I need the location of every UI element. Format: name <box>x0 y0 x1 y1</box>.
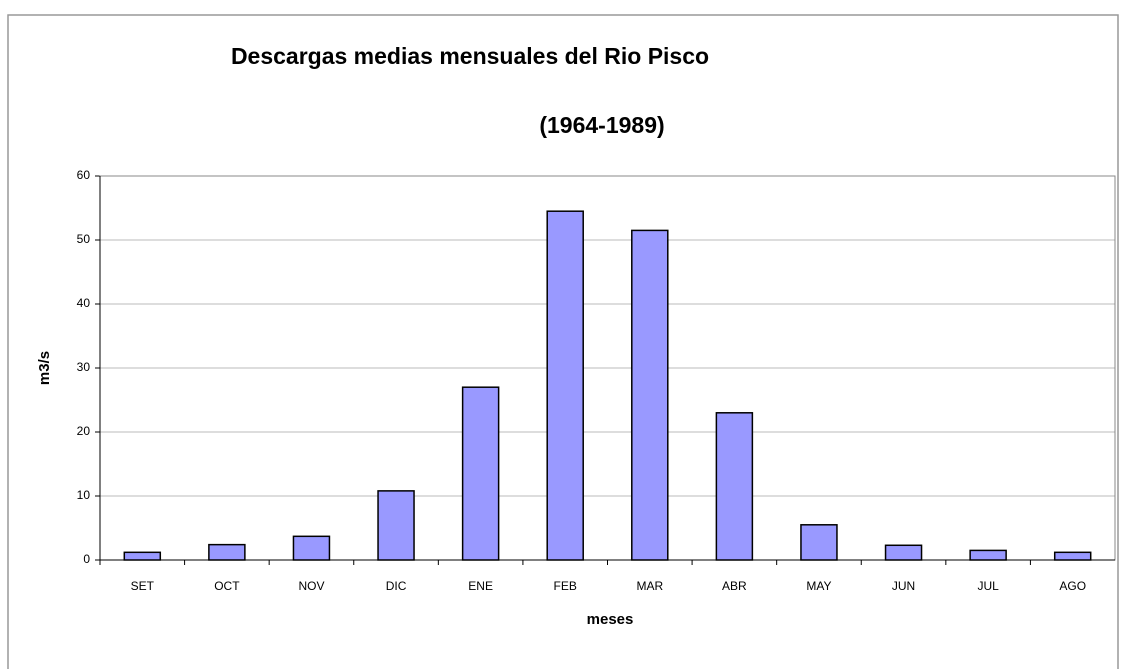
x-tick-label: SET <box>131 579 155 593</box>
bar <box>1053 551 1092 561</box>
bar <box>208 543 246 561</box>
bar <box>461 386 500 561</box>
y-tick-label: 60 <box>77 168 91 182</box>
x-axis-label: meses <box>587 611 634 628</box>
x-tick-label: ENE <box>468 579 493 593</box>
y-tick-label: 50 <box>77 232 91 246</box>
bar <box>123 551 162 561</box>
bar <box>884 544 923 561</box>
y-axis-label: m3/s <box>36 351 53 385</box>
x-tick-label: FEB <box>554 579 577 593</box>
chart-title: Descargas medias mensuales del Rio Pisco <box>231 43 709 69</box>
bar <box>969 549 1007 561</box>
x-tick-label: ABR <box>722 579 747 593</box>
chart-subtitle: (1964-1989) <box>539 112 664 138</box>
x-tick-label: JUL <box>977 579 999 593</box>
x-tick-label: OCT <box>214 579 240 593</box>
y-tick-label: 10 <box>77 488 91 502</box>
bar <box>715 412 754 561</box>
bar <box>292 535 331 561</box>
y-tick-label: 0 <box>83 552 90 566</box>
x-tick-label: JUN <box>892 579 915 593</box>
bar <box>546 210 584 561</box>
x-tick-label: MAY <box>806 579 831 593</box>
x-tick-label: DIC <box>386 579 407 593</box>
y-tick-label: 30 <box>77 360 91 374</box>
x-tick-label: MAR <box>636 579 663 593</box>
bar <box>800 524 838 561</box>
x-tick-label: NOV <box>298 579 324 593</box>
y-tick-label: 40 <box>77 296 91 310</box>
x-tick-label: AGO <box>1059 579 1086 593</box>
bar <box>377 490 415 561</box>
y-tick-label: 20 <box>77 424 91 438</box>
bar <box>631 229 669 561</box>
